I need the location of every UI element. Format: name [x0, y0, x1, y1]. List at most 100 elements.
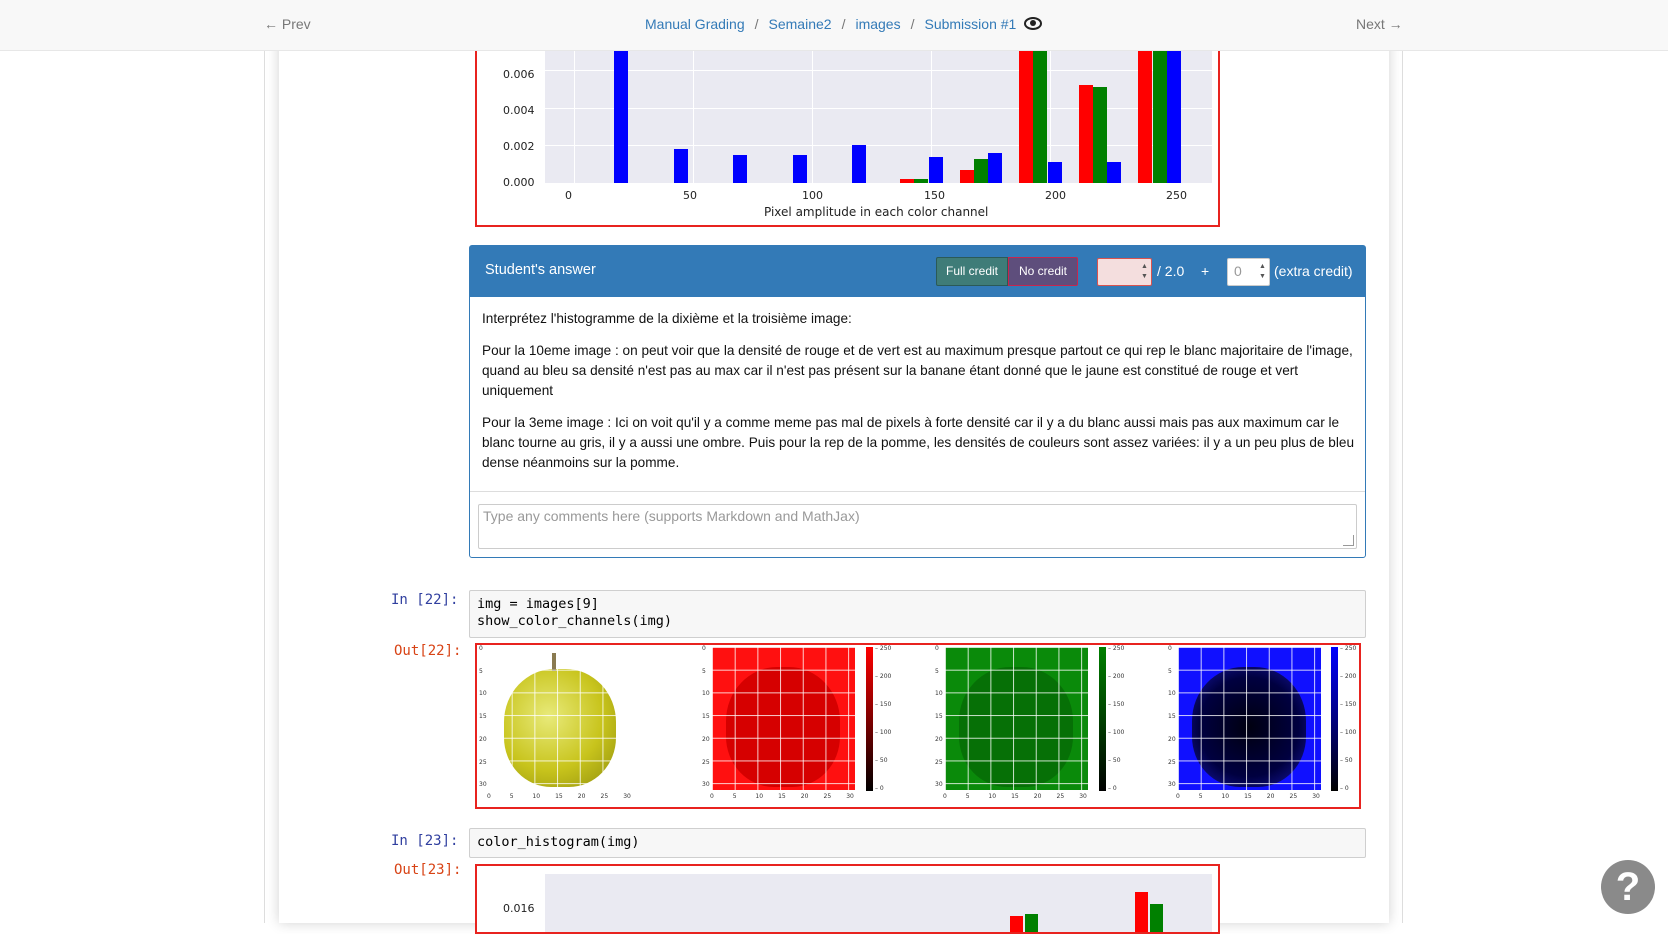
axis-tick-label: 15 [778, 793, 786, 800]
prev-link[interactable]: ← Prev [264, 16, 311, 32]
histogram-bar [1025, 914, 1038, 932]
axis-tick-label: 25 [600, 793, 609, 800]
x-tick-label: 100 [802, 189, 823, 202]
histogram-bar [792, 154, 807, 183]
next-link[interactable]: Next → [1356, 16, 1403, 32]
axis-tick-label: 15 [1168, 713, 1176, 721]
code-line: color_histogram(img) [477, 834, 640, 850]
histogram-bar [1010, 916, 1023, 932]
help-button[interactable]: ? [1601, 860, 1655, 914]
axis-tick-label: 0 [943, 793, 947, 800]
colorbar-tick-label: – 250 [875, 645, 892, 652]
grading-header: Student's answer Full credit No credit ▲… [470, 246, 1365, 297]
colorbar-tick-label: – 150 [1340, 701, 1357, 708]
axis-tick-label: 5 [479, 667, 483, 675]
colorbar-tick-label: – 200 [1340, 673, 1357, 680]
gridline [545, 107, 1212, 109]
axis-tick-label: 25 [1289, 793, 1298, 800]
axis-tick-label: 20 [577, 793, 586, 800]
green-channel-image [945, 647, 1088, 790]
code-cell[interactable]: color_histogram(img) [469, 828, 1366, 858]
axis-tick-label: 10 [1221, 793, 1230, 800]
extra-credit-input[interactable]: 0 ▲ ▼ [1227, 258, 1270, 286]
score-input[interactable]: ▲ ▼ [1097, 258, 1152, 286]
answer-paragraph: Pour la 10eme image : on peut voir que l… [482, 343, 1353, 398]
axis-tick-label: 25 [823, 793, 832, 800]
code-cell[interactable]: img = images[9] show_color_channels(img) [469, 590, 1366, 638]
colorbar-tick-label: – 100 [1340, 729, 1357, 736]
axis-tick-label: 20 [1033, 793, 1042, 800]
axis-tick-label: 0 [935, 645, 939, 652]
gridline [545, 70, 1212, 72]
x-tick-label: 250 [1166, 189, 1187, 202]
histogram-bar [928, 156, 943, 183]
breadcrumb-semaine2[interactable]: Semaine2 [768, 16, 832, 32]
y-tick-label: 0.016 [503, 902, 535, 915]
axis-tick-label: 30 [846, 793, 854, 800]
y-tick-label: 0.002 [503, 140, 535, 153]
histogram-bar [988, 152, 1003, 183]
gridline [1050, 38, 1051, 183]
extra-credit-value: 0 [1234, 263, 1242, 279]
axis-tick-label: 5 [935, 667, 939, 675]
axis-tick-label: 5 [1168, 667, 1172, 675]
axis-tick-label: 10 [702, 690, 710, 698]
axis-tick-label: 5 [732, 793, 737, 800]
eye-icon[interactable] [1024, 16, 1043, 30]
histogram-bar [1150, 904, 1163, 932]
histogram-output-bottom: 0.016 [475, 864, 1220, 934]
histogram-bar [1033, 42, 1048, 183]
code-line: show_color_channels(img) [477, 613, 673, 629]
breadcrumb-images[interactable]: images [855, 16, 901, 32]
full-credit-button[interactable]: Full credit [936, 257, 1008, 286]
axis-tick-label: 5 [965, 793, 970, 800]
out-prompt: Out[22]: [394, 643, 462, 659]
grading-panel: Student's answer Full credit No credit ▲… [469, 245, 1366, 558]
axis-tick-label: 10 [1168, 690, 1176, 698]
histogram-bar [673, 149, 688, 183]
colorbar-tick-label: – 0 [1340, 785, 1349, 792]
extra-spinner-icon[interactable]: ▲ ▼ [1259, 263, 1266, 280]
gridline [811, 38, 813, 183]
colorbar-tick-label: – 50 [1340, 757, 1353, 764]
gridline [930, 38, 932, 183]
score-spinner-icon[interactable]: ▲ ▼ [1141, 263, 1148, 280]
axis-tick-label: 30 [935, 781, 943, 789]
histogram-bar [1152, 42, 1167, 183]
comment-textarea[interactable]: Type any comments here (supports Markdow… [478, 504, 1357, 549]
axis-tick-label: 25 [1056, 793, 1065, 800]
histogram-bar [900, 179, 915, 183]
axis-tick-label: 0 [479, 645, 483, 652]
x-axis-label: Pixel amplitude in each color channel [764, 205, 989, 219]
red-colorbar [866, 647, 873, 791]
axis-tick-label: 0 [1176, 793, 1180, 800]
gridline [692, 38, 694, 183]
histogram-output-top: 0.006 0.004 0.002 0.000 0 50 100 150 200… [475, 36, 1220, 227]
colorbar-tick-label: – 0 [1108, 785, 1117, 792]
axis-tick-label: 30 [479, 781, 487, 789]
colorbar-tick-label: – 150 [1108, 701, 1125, 708]
axis-tick-label: 10 [935, 690, 943, 698]
resize-handle-icon[interactable] [1343, 535, 1354, 546]
in-prompt: In [22]: [391, 592, 459, 608]
no-credit-button[interactable]: No credit [1008, 257, 1078, 286]
colorbar-tick-label: – 100 [875, 729, 892, 736]
axis-tick-label: 20 [1168, 735, 1176, 743]
histogram-bar [1138, 42, 1153, 183]
max-score: / 2.0 [1157, 263, 1185, 279]
colorbar-tick-label: – 50 [875, 757, 888, 764]
axis-tick-label: 20 [935, 735, 943, 743]
page-frame [264, 0, 1403, 923]
colorbar-tick-label: – 250 [1108, 645, 1125, 652]
student-answer: Interprétez l'histogramme de la dixième … [482, 309, 1358, 485]
red-channel-image [712, 647, 855, 790]
histogram-bar [733, 154, 748, 183]
code-line: img = images[9] [477, 596, 599, 612]
axis-tick-label: 15 [702, 713, 710, 721]
axis-tick-label: 20 [479, 735, 487, 743]
breadcrumb-submission[interactable]: Submission #1 [924, 16, 1017, 32]
axis-tick-label: 0 [702, 645, 706, 652]
blue-colorbar [1331, 647, 1338, 791]
breadcrumb-manual-grading[interactable]: Manual Grading [645, 16, 745, 32]
x-tick-label: 150 [924, 189, 945, 202]
